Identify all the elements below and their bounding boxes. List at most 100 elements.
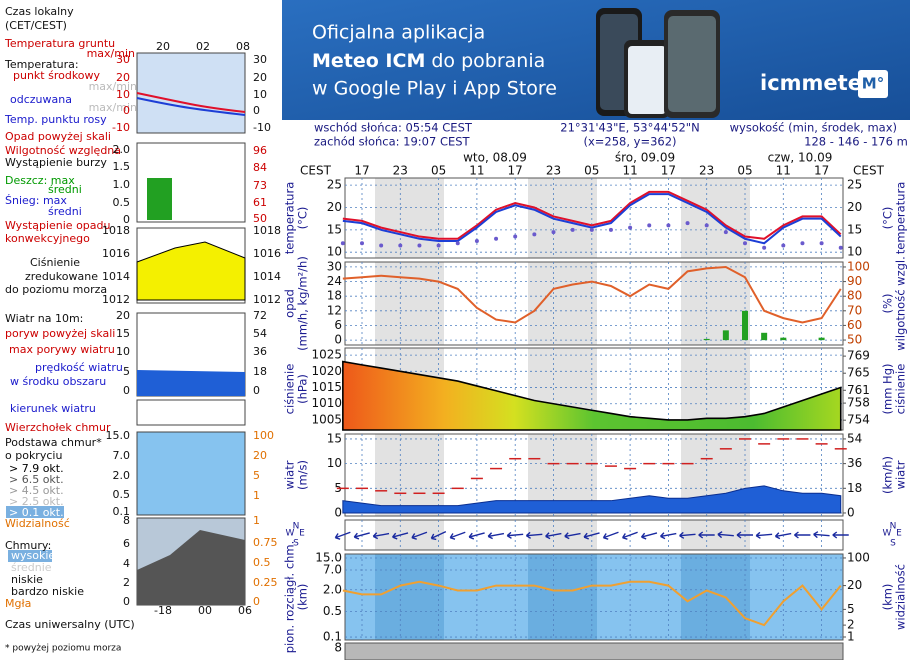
dew-point-dot [819, 241, 824, 246]
hour-label: 11 [776, 164, 791, 178]
dew-point-dot [743, 241, 747, 246]
legend-text: Widzialność [5, 517, 70, 530]
axis-label: wiatr [283, 460, 297, 489]
legend-tick: 10 [116, 345, 130, 358]
legend-text: > 2.5 okt. [9, 495, 64, 508]
dew-point-dot [551, 230, 556, 235]
legend-tick: -10 [253, 121, 271, 134]
y-tick-label: 15.0 [315, 550, 342, 564]
axis-label: (km) [296, 584, 310, 611]
legend-tick: 0 [253, 384, 260, 397]
legend-tick: 1 [253, 489, 260, 502]
legend-text: Temperatura: [4, 58, 79, 71]
legend-text: Podstawa chmur* [5, 436, 102, 449]
legend-tick: 20 [253, 449, 267, 462]
wind-arrow [755, 531, 773, 539]
wind-arrow [602, 531, 619, 540]
compass-letter: W [883, 529, 892, 539]
night-band [375, 554, 444, 640]
legend-highlight [8, 550, 52, 562]
wind-arrow [621, 531, 638, 540]
legend-tick: 06 [238, 604, 252, 617]
legend-panel [136, 52, 246, 134]
legend-tick: 15 [116, 327, 130, 340]
legend-tick: 15.0 [106, 429, 131, 442]
legend-text: Chmury: [5, 539, 51, 552]
y2-tick-label: 10 [847, 245, 862, 259]
wind-arrow [468, 532, 485, 540]
axis-label: (km/h) [881, 456, 895, 494]
y-tick-label: 1005 [311, 412, 342, 426]
legend-tick: 54 [253, 327, 267, 340]
legend-tick: 10 [116, 88, 130, 101]
dew-point-dot [379, 243, 384, 248]
y-tick-label: 15 [327, 431, 342, 445]
legend-tick: 0.5 [113, 488, 131, 501]
y-tick-label: 1025 [311, 348, 342, 362]
legend-text: max porywy wiatru [9, 343, 115, 356]
legend-tick: -10 [112, 121, 130, 134]
legend-tick: 1018 [102, 224, 130, 237]
legend-tick: 1012 [102, 293, 130, 306]
logo: icmmeteo [760, 71, 876, 95]
legend-text: Wilgotność względna [5, 144, 121, 157]
legend-tick: 00 [198, 604, 212, 617]
legend-tick: 72 [253, 309, 267, 322]
legend-text: średnie [11, 561, 52, 574]
day-label: śro, 09.09 [615, 151, 675, 165]
legend-text: > 0.1 okt. [9, 506, 64, 519]
dew-point-dot [494, 236, 499, 241]
dew-point-dot [838, 245, 843, 250]
sunset: zachód słońca: 19:07 CEST [314, 135, 471, 149]
y-tick-label: 1015 [311, 380, 342, 394]
y2-tick-label: 100 [847, 550, 870, 564]
wind-arrow [640, 532, 658, 540]
day-label: czw, 10.09 [768, 151, 833, 165]
precip-bar [780, 337, 787, 341]
y2-tick-label: 80 [847, 289, 862, 303]
legend-shape [147, 178, 172, 220]
compass-letter: N [890, 522, 897, 532]
wind-arrow [506, 531, 524, 539]
dew-point-dot [608, 227, 613, 232]
banner-text: Meteo ICM do pobrania [312, 50, 545, 72]
legend-text: Czas uniwersalny (UTC) [5, 618, 135, 631]
dew-point-dot [685, 221, 690, 226]
wind-arrow [525, 531, 543, 539]
legend-text: prędkość wiatru [35, 361, 123, 374]
hour-label: 17 [508, 164, 523, 178]
legend-tick: 1018 [253, 224, 281, 237]
legend-text: odczuwana [10, 93, 72, 106]
y2-tick-label: 761 [847, 383, 870, 397]
legend-text: Deszcz: max [5, 174, 75, 187]
axis-label: (%) [881, 294, 895, 314]
legend-tick: 2 [123, 576, 130, 589]
dew-point-dot [360, 241, 364, 246]
legend-highlight [6, 506, 64, 518]
legend-text: > 4.5 okt. [9, 484, 64, 497]
legend-text: max/min [89, 101, 137, 114]
compass-letter: E [896, 529, 902, 539]
y2-tick-label: 70 [847, 303, 862, 317]
axis-label: temperatura [283, 182, 297, 255]
night-band [375, 262, 444, 345]
y-tick-label: 25 [327, 178, 342, 192]
wind-arrow [411, 531, 428, 540]
bottom-panel [344, 642, 844, 660]
logo-badge [858, 70, 888, 98]
legend-tick: 0 [253, 595, 260, 608]
precip-bar [761, 332, 768, 341]
compass-letter: S [293, 539, 299, 549]
y-tick-label: 6 [334, 318, 342, 332]
legend-tick: 84 [253, 161, 267, 174]
compass-letter: E [299, 529, 305, 539]
legend-text: poryw powyżej skali [5, 327, 115, 340]
dew-point-dot [589, 227, 594, 232]
series-line [342, 190, 842, 240]
dew-point-dot [781, 243, 786, 248]
precip-bar [722, 330, 729, 341]
y-tick-label: 2.0 [323, 582, 342, 596]
legend-text: Wystąpienie burzy [5, 156, 107, 169]
dew-point-dot [704, 223, 709, 228]
wind-arrow [392, 532, 409, 540]
